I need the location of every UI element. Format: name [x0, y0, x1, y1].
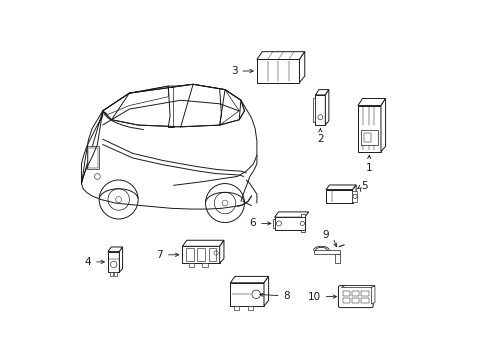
Polygon shape	[315, 95, 325, 125]
Bar	[110, 272, 112, 276]
Bar	[88, 148, 98, 168]
Bar	[361, 130, 377, 145]
FancyBboxPatch shape	[338, 285, 372, 307]
Polygon shape	[300, 230, 304, 233]
Polygon shape	[188, 263, 194, 267]
Text: 7: 7	[156, 250, 179, 260]
Bar	[351, 191, 356, 202]
Polygon shape	[338, 245, 344, 247]
Polygon shape	[102, 84, 244, 127]
Polygon shape	[230, 283, 264, 306]
Text: 8: 8	[259, 291, 289, 301]
Text: 5: 5	[360, 181, 367, 191]
Bar	[351, 298, 359, 303]
Text: 9: 9	[322, 230, 328, 240]
Polygon shape	[313, 250, 340, 255]
Polygon shape	[325, 185, 355, 190]
Polygon shape	[380, 99, 385, 152]
Text: 6: 6	[249, 219, 270, 228]
Polygon shape	[312, 99, 315, 122]
Polygon shape	[357, 105, 380, 152]
Polygon shape	[274, 212, 308, 217]
Bar	[185, 248, 193, 261]
Polygon shape	[274, 217, 304, 230]
Bar	[363, 133, 370, 142]
Text: 10: 10	[307, 292, 336, 302]
Polygon shape	[264, 276, 268, 306]
Polygon shape	[334, 255, 340, 263]
Polygon shape	[370, 285, 374, 304]
Polygon shape	[202, 263, 207, 267]
Text: 4: 4	[84, 257, 104, 267]
Text: 1: 1	[365, 156, 372, 172]
Polygon shape	[325, 90, 328, 125]
Bar	[86, 146, 99, 169]
Polygon shape	[219, 240, 224, 263]
Bar	[343, 291, 349, 296]
Polygon shape	[182, 246, 219, 263]
Bar	[343, 298, 349, 303]
Polygon shape	[300, 215, 304, 217]
Polygon shape	[119, 247, 122, 272]
Bar	[361, 298, 368, 303]
Polygon shape	[173, 84, 239, 127]
Bar	[351, 291, 359, 296]
Polygon shape	[108, 247, 122, 252]
Polygon shape	[299, 52, 304, 82]
Bar	[197, 248, 205, 261]
Text: 3: 3	[230, 66, 253, 76]
Polygon shape	[247, 306, 253, 310]
Polygon shape	[325, 190, 352, 203]
Polygon shape	[256, 52, 304, 59]
Bar	[208, 248, 216, 261]
Polygon shape	[341, 285, 374, 287]
Bar	[114, 272, 117, 276]
Polygon shape	[352, 185, 355, 203]
Polygon shape	[230, 276, 268, 283]
Polygon shape	[357, 99, 385, 105]
Polygon shape	[81, 111, 102, 184]
Polygon shape	[182, 240, 224, 246]
Polygon shape	[256, 59, 299, 82]
Polygon shape	[272, 219, 274, 228]
Polygon shape	[315, 90, 328, 95]
Polygon shape	[102, 86, 168, 114]
Bar	[361, 291, 368, 296]
Polygon shape	[108, 252, 119, 272]
Polygon shape	[233, 306, 239, 310]
Text: 2: 2	[316, 129, 323, 144]
